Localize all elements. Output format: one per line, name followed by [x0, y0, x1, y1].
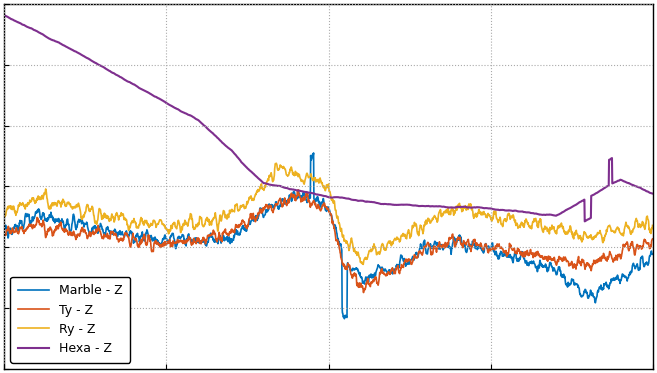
Hexa - Z [315, 192, 323, 197]
Ty - Z [631, 252, 639, 256]
Ry - Z [631, 225, 639, 229]
Marble - Z [0, 228, 8, 232]
Hexa - Z [0, 13, 8, 18]
Ry - Z [359, 262, 367, 267]
Marble - Z [511, 251, 519, 256]
Hexa - Z [630, 183, 638, 188]
Marble - Z [34, 209, 41, 214]
Marble - Z [316, 200, 324, 205]
Hexa - Z [581, 219, 589, 223]
Ty - Z [359, 290, 367, 295]
Line: Marble - Z: Marble - Z [4, 153, 652, 319]
Hexa - Z [510, 209, 518, 213]
Marble - Z [298, 195, 306, 200]
Line: Ty - Z: Ty - Z [4, 190, 652, 292]
Line: Ry - Z: Ry - Z [4, 163, 652, 264]
Marble - Z [648, 252, 656, 256]
Ry - Z [273, 161, 281, 166]
Ry - Z [34, 198, 41, 203]
Hexa - Z [34, 29, 41, 34]
Line: Hexa - Z: Hexa - Z [4, 15, 652, 221]
Hexa - Z [648, 191, 656, 196]
Ty - Z [511, 251, 519, 256]
Ty - Z [648, 237, 656, 241]
Ty - Z [316, 207, 324, 211]
Marble - Z [309, 151, 317, 155]
Hexa - Z [630, 183, 638, 188]
Ry - Z [299, 178, 307, 182]
Marble - Z [630, 263, 638, 268]
Ry - Z [0, 214, 8, 218]
Hexa - Z [298, 189, 306, 194]
Ry - Z [316, 179, 324, 184]
Ty - Z [0, 232, 8, 236]
Marble - Z [631, 264, 639, 269]
Ry - Z [511, 218, 519, 222]
Ry - Z [630, 226, 638, 231]
Ty - Z [630, 249, 638, 253]
Ry - Z [648, 223, 656, 228]
Ty - Z [299, 199, 307, 203]
Legend: Marble - Z, Ty - Z, Ry - Z, Hexa - Z: Marble - Z, Ty - Z, Ry - Z, Hexa - Z [11, 277, 131, 363]
Ty - Z [34, 215, 41, 220]
Ty - Z [294, 188, 302, 192]
Marble - Z [340, 316, 348, 321]
